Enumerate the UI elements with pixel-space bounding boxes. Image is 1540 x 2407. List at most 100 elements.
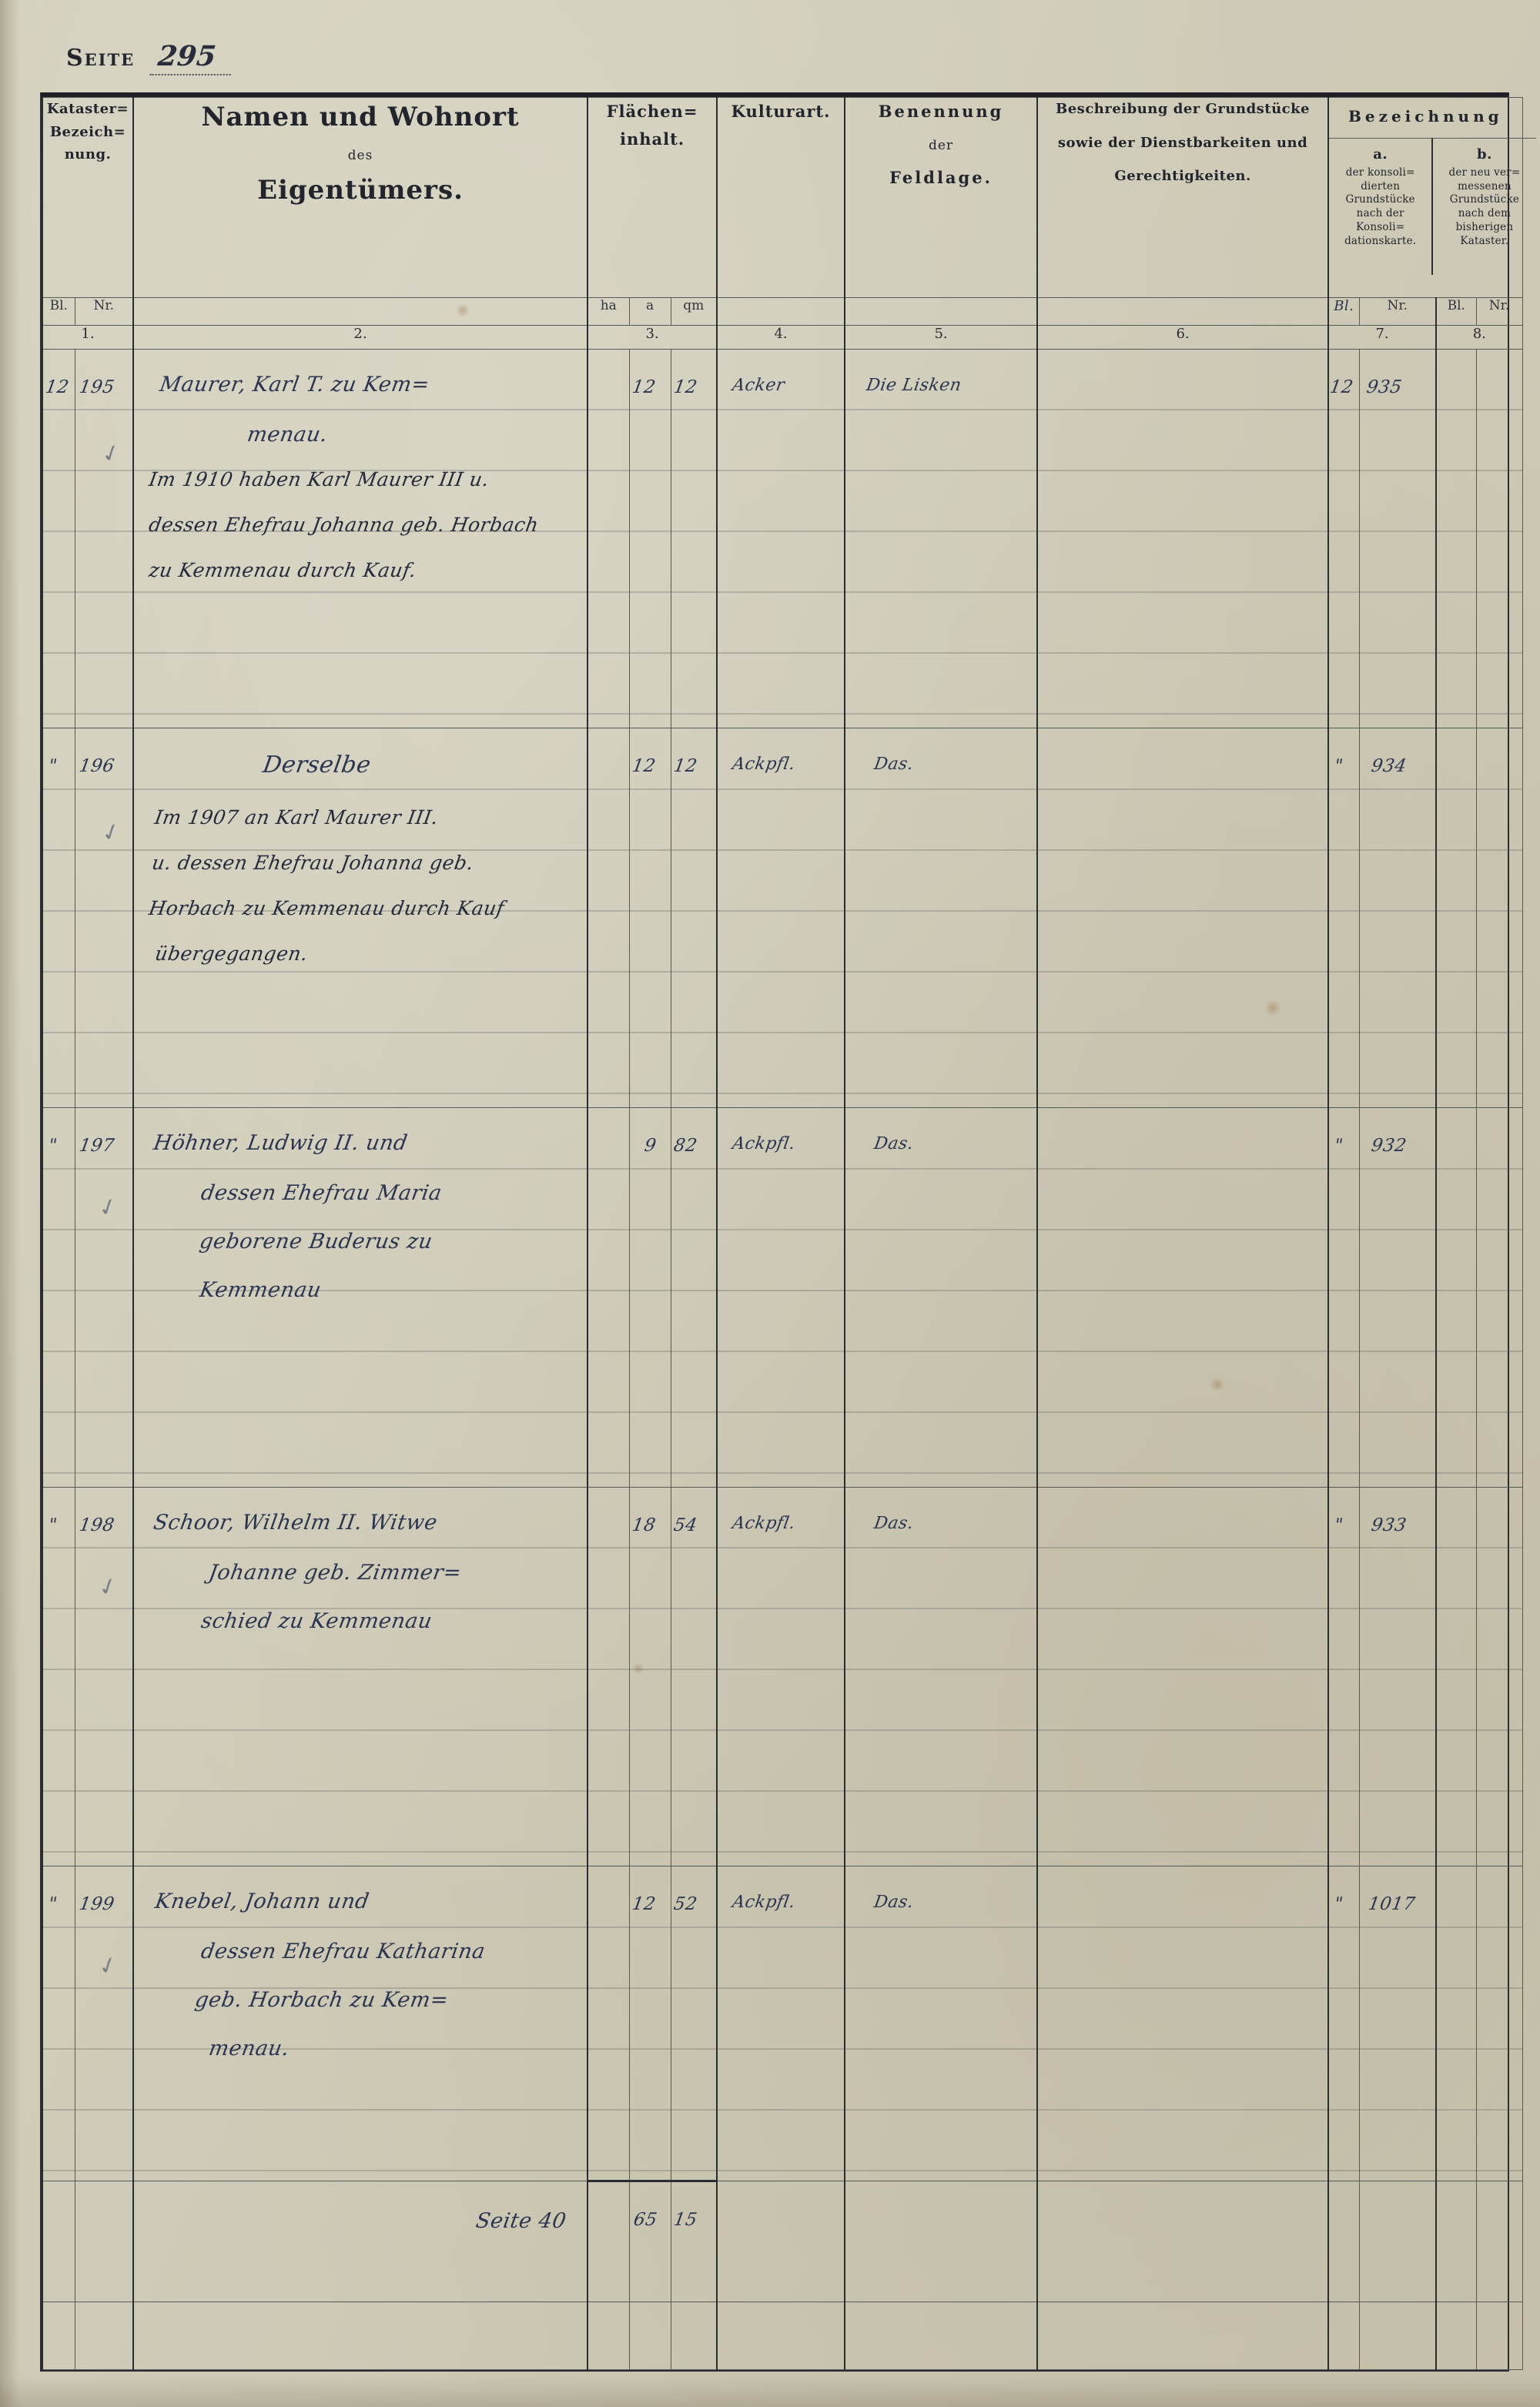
colnum-7: 7. [1327, 324, 1437, 350]
page-bottom-edge-shadow [0, 2376, 1540, 2407]
header-col8-l4: nach dem [1458, 207, 1512, 220]
row5-neu-nr [1475, 1866, 1525, 2181]
row1-feldlage: Die Lisken [844, 348, 1038, 729]
row4-feldlage: Das. [844, 1486, 1038, 1867]
row5-feldlage-value: Das. [872, 1893, 916, 1913]
row4-owner-line-1: Schoor, Wilhelm II. Witwe [152, 1510, 440, 1535]
row5-owner: Knebel, Johann und dessen Ehefrau Kathar… [132, 1866, 588, 2181]
row2-kons-nr-value: 934 [1369, 756, 1408, 777]
row1-kulturart-value: Acker [731, 375, 786, 395]
row2-neu-bl [1435, 728, 1477, 1108]
row4-beschreibung [1036, 1486, 1329, 1867]
row3-feldlage: Das. [844, 1107, 1038, 1488]
row3-kulturart: Ackpfl. [716, 1107, 845, 1488]
cadastre-sheet: Kataster= Bezeich= nung. Namen und Wohno… [40, 92, 1536, 2372]
row3-owner-line-4: Kemmenau [198, 1278, 323, 1302]
subheader-qm: qm [670, 296, 718, 326]
row4-feldlage-value: Das. [872, 1513, 916, 1533]
total-neu-nr [1475, 2180, 1523, 2302]
header-row-units: Bl. Nr. ha a qm Bl. Nr. Bl. Nr. [42, 296, 1523, 326]
row2-feldlage-value: Das. [872, 755, 916, 775]
header-eigentuemers-line: Eigentümers. [257, 175, 464, 206]
header-col7-l5: Konsoli= [1356, 220, 1405, 233]
table-row[interactable]: " 198 ✓ Schoor, Wilhelm II. Witwe Johann… [42, 1486, 1523, 1867]
total-area-ha-value [586, 2182, 631, 2210]
total-area-a: 65 [628, 2179, 671, 2302]
row2-kulturart: Ackpfl. [716, 728, 845, 1108]
header-col7-l6: dationskarte. [1344, 234, 1417, 247]
row4-area-a-value: 18 [630, 1515, 658, 1535]
row5-owner-line-1: Knebel, Johann und [153, 1890, 371, 1914]
colnum-1: 1. [41, 324, 134, 350]
row2-neu-nr-value [1475, 728, 1525, 756]
header-bezeichnung-group: Bezeichnung a. der konsoli= dierten Grun… [1327, 97, 1536, 298]
row4-beschreibung-value [1036, 1488, 1329, 1514]
row2-note-line-4: übergegangen. [153, 942, 310, 966]
colnum-8: 8. [1435, 324, 1523, 350]
row3-beschreibung-value [1036, 1108, 1329, 1134]
blank-neu-nr [1475, 2301, 1523, 2371]
row1-area-a-value: 12 [630, 377, 658, 397]
row5-kons-nr: 1017 [1358, 1866, 1437, 2181]
blank-kat-bl [42, 2301, 75, 2371]
row1-kat-nr: 195 ✓ [74, 348, 134, 729]
row5-owner-line-2: dessen Ehefrau Katharina [199, 1940, 487, 1964]
header-row-numbers: 1. 2. 3. 4. 5. 6. 7. 8. [41, 324, 1523, 350]
row3-kat-bl: " [42, 1107, 75, 1488]
row5-kat-nr-value: 199 [77, 1894, 116, 1915]
header-flaechen-line-1: Flächen= [606, 102, 698, 121]
row3-kons-nr-value: 932 [1369, 1136, 1408, 1156]
table-row[interactable]: " 197 ✓ Höhner, Ludwig II. und dessen Eh… [42, 1107, 1523, 1488]
row5-check-mark: ✓ [94, 1950, 122, 1983]
subheader-kat-bl: Bl. [42, 296, 75, 326]
row4-kons-bl: " [1327, 1486, 1360, 1867]
header-kulturart-line: Kulturart. [731, 102, 831, 121]
row3-area-ha [587, 1107, 630, 1488]
subheader-ha: ha [587, 296, 630, 326]
row4-area-ha-value [586, 1488, 631, 1515]
header-beschreibung-line-1: Beschreibung der Grundstücke [1056, 101, 1311, 117]
header-feldlage-line: Feldlage. [889, 167, 993, 187]
subheader-kons-nr: Nr. [1358, 296, 1437, 326]
row5-neu-nr-value [1475, 1866, 1525, 1894]
row4-kat-bl: " [42, 1486, 75, 1867]
row1-note-line-2: dessen Ehefrau Johanna geb. Horbach [147, 513, 541, 536]
header-col7-letter: a. [1373, 146, 1388, 162]
row5-owner-line-4: menau. [207, 2037, 291, 2061]
row5-kons-nr-value: 1017 [1366, 1894, 1417, 1915]
table-row[interactable]: 12 195 ✓ Maurer, Karl T. zu Kem= menau. … [42, 348, 1523, 729]
header-line-1: Kataster= [46, 101, 129, 117]
blank-feldlage [844, 2301, 1038, 2371]
row5-feldlage: Das. [844, 1866, 1038, 2181]
blank-kat-nr [74, 2301, 134, 2371]
row1-owner-line-2: menau. [245, 422, 330, 447]
header-col8-l3: Grundstücke [1449, 193, 1520, 206]
subheader-owner-blank [132, 296, 588, 326]
subheader-feldlage-blank [844, 296, 1038, 326]
row1-area-ha [587, 348, 630, 729]
header-beschreibung-line-3: Gerechtigkeiten. [1114, 168, 1251, 185]
row3-owner-line-1: Höhner, Ludwig II. und [152, 1131, 410, 1155]
total-kons-nr [1358, 2180, 1437, 2302]
header-benennung-feldlage: Benennung der Feldlage. [844, 97, 1038, 298]
row3-area-a: 9 [628, 1107, 671, 1488]
row4-kat-nr-value: 198 [77, 1515, 116, 1535]
table-row[interactable]: " 196 ✓ Derselbe Im 1907 an Karl Maurer … [42, 728, 1525, 1108]
row1-check-mark: ✓ [97, 437, 125, 470]
row3-beschreibung [1036, 1107, 1329, 1488]
row3-kons-nr: 932 [1358, 1107, 1437, 1488]
row4-area-qm-value: 54 [671, 1515, 699, 1535]
row3-area-a-value: 9 [642, 1136, 658, 1156]
row1-kulturart: Acker [716, 348, 845, 729]
subheader-kons-bl: Bl. [1327, 296, 1360, 326]
row1-beschreibung [1036, 348, 1329, 729]
row3-neu-bl-value [1435, 1108, 1478, 1136]
header-col8-letter: b. [1476, 146, 1492, 162]
row3-kons-bl: " [1327, 1107, 1360, 1488]
table-row[interactable]: " 199 ✓ Knebel, Johann und dessen Ehefra… [42, 1866, 1525, 2181]
row3-neu-bl [1435, 1107, 1478, 1488]
row4-kons-nr-value: 933 [1369, 1515, 1408, 1535]
row5-area-ha-value [586, 1866, 631, 1894]
row5-area-qm-value: 52 [671, 1894, 699, 1915]
row3-kat-nr-value: 197 [77, 1136, 116, 1156]
